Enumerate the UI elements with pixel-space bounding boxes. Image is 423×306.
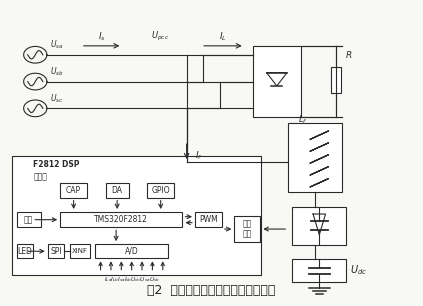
Text: TMS320F2812: TMS320F2812 [94,215,148,224]
Bar [331,67,341,93]
Text: $U_{sc}$: $U_{sc}$ [50,92,63,105]
Bar [292,207,346,245]
Text: GPIO: GPIO [151,186,170,195]
Bar [48,244,64,258]
Bar [60,212,182,227]
Bar [16,244,33,258]
Bar [147,183,174,198]
Text: $U_{sa}$: $U_{sa}$ [50,39,63,51]
Bar [195,212,222,227]
Text: $L_f$: $L_f$ [298,114,308,126]
Text: 驱动
电路: 驱动 电路 [243,219,252,239]
Text: 图2  三相并联型有源电力滤波器系统: 图2 三相并联型有源电力滤波器系统 [147,284,276,297]
Text: CAP: CAP [66,186,81,195]
Text: $R$: $R$ [345,49,353,60]
Bar [96,244,168,258]
Text: $I_s$: $I_s$ [98,30,105,43]
Text: A/D: A/D [125,247,139,256]
Text: LED: LED [17,247,32,256]
Bar [292,259,346,282]
Text: SPI: SPI [50,247,62,256]
Text: 控制板: 控制板 [33,172,47,181]
Text: $I_L$: $I_L$ [219,30,227,43]
Bar [234,216,261,242]
Text: PWM: PWM [199,215,218,224]
Bar [70,244,90,258]
Bar [60,183,87,198]
Text: XINF: XINF [71,248,88,254]
Text: F2812 DSP: F2812 DSP [33,160,80,170]
Bar [12,156,261,275]
Bar [288,123,342,192]
Text: $I_{La}I_{Lb}I_{sa}I_{sb}U_{dc}U_{sa}U_{sb}$: $I_{La}I_{Lb}I_{sa}I_{sb}U_{dc}U_{sa}U_{… [104,275,159,284]
Text: $U_{sb}$: $U_{sb}$ [50,65,64,78]
Text: DA: DA [112,186,123,195]
Bar [253,46,301,117]
Text: $U_{pcc}$: $U_{pcc}$ [151,30,169,43]
Bar [106,183,129,198]
Text: $U_{dc}$: $U_{dc}$ [350,264,368,278]
Bar [16,212,41,227]
Text: $I_f$: $I_f$ [195,150,203,162]
Text: 键盘: 键盘 [24,215,33,224]
